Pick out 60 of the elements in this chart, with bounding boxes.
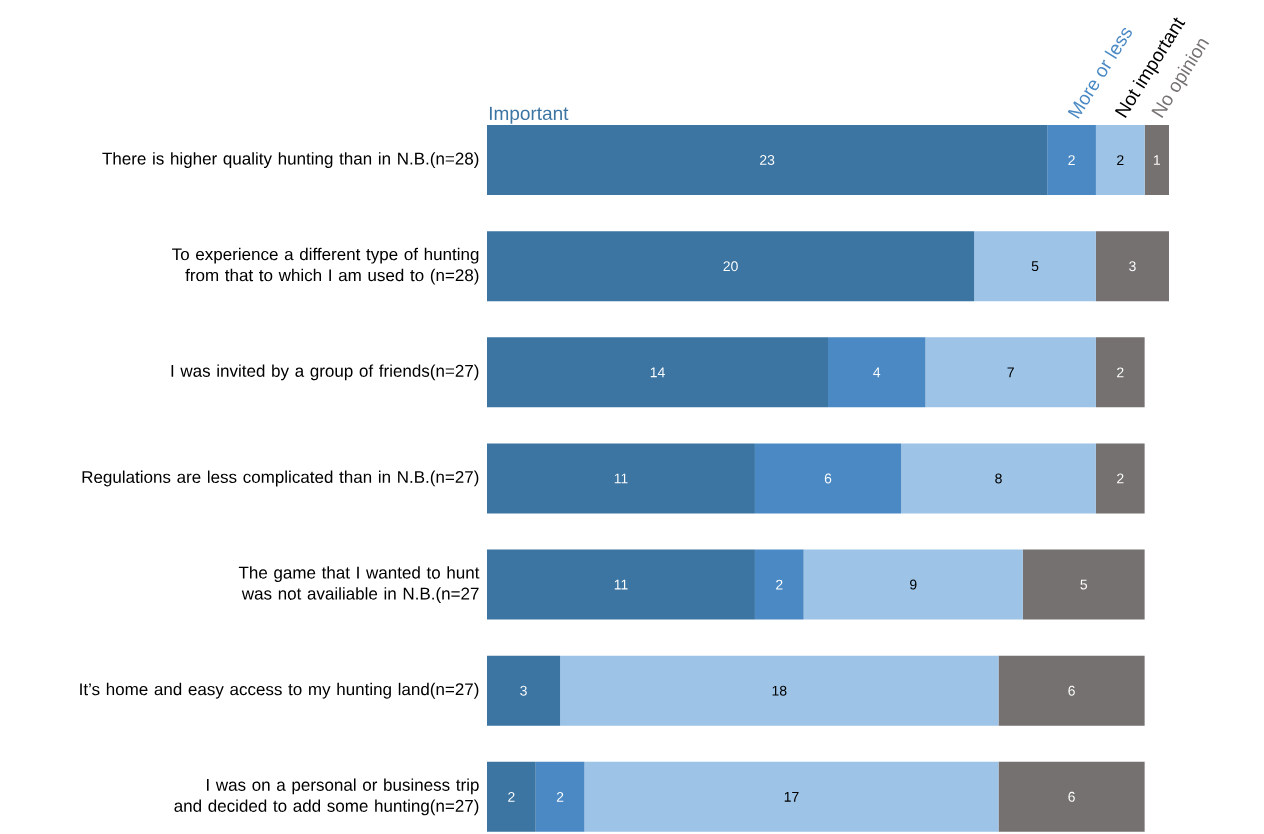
bar <box>487 231 975 302</box>
bar <box>560 655 999 726</box>
data-label: 2 <box>508 791 515 802</box>
data-label: 2 <box>1117 155 1124 165</box>
bar <box>974 231 1096 302</box>
bar <box>998 655 1145 726</box>
data-label: 6 <box>1068 791 1075 802</box>
data-label: 5 <box>1031 261 1039 272</box>
bar <box>754 443 902 514</box>
data-label: 14 <box>650 367 665 378</box>
data-label: 3 <box>1129 261 1136 272</box>
data-label: 2 <box>1117 367 1124 378</box>
bar <box>1095 231 1169 302</box>
data-label: 2 <box>1117 473 1124 484</box>
data-label: 6 <box>1068 685 1075 696</box>
bar <box>487 549 755 620</box>
bar <box>487 337 828 408</box>
y-tick-label: The game that I wanted to hunt was not availiable in N.B.(n=27 <box>238 566 480 603</box>
data-label: 2 <box>1068 155 1075 165</box>
bar <box>1022 549 1145 620</box>
data-label: 17 <box>784 792 799 802</box>
bar <box>487 125 1048 196</box>
bar <box>754 549 804 620</box>
bar <box>901 443 1096 514</box>
bar <box>1047 125 1096 196</box>
data-label: 2 <box>556 791 564 802</box>
data-label: 7 <box>1007 367 1014 378</box>
bar <box>998 761 1145 832</box>
y-tick-label: To experience a different type of hunting from that to which I am used to (n=28) <box>172 247 479 285</box>
data-label: 11 <box>614 473 628 484</box>
y-tick-label: I was invited by a group of friends(n=27) <box>171 364 479 381</box>
data-label: 20 <box>723 261 738 272</box>
data-label: 23 <box>760 155 775 166</box>
data-label: 6 <box>824 473 832 484</box>
bar <box>487 761 536 832</box>
data-label: 9 <box>910 579 917 590</box>
data-label: 8 <box>995 473 1002 484</box>
y-tick-label: Regulations are less complicated than in N.B.(n=27) <box>82 470 479 487</box>
series-label: Important <box>489 106 569 124</box>
bar <box>1095 443 1145 514</box>
bar <box>487 655 561 726</box>
y-tick-label: I was on a personal or business trip and decided to add some hunting(n=27) <box>174 778 479 816</box>
bar <box>487 443 755 514</box>
bar <box>828 337 926 408</box>
data-label: 5 <box>1080 579 1088 590</box>
data-label: 11 <box>614 579 628 590</box>
bar <box>535 761 585 832</box>
data-label: 18 <box>772 685 787 696</box>
bar <box>1095 125 1145 196</box>
bar <box>1144 125 1169 196</box>
data-label: 4 <box>873 367 881 378</box>
bar <box>803 549 1023 620</box>
bar <box>925 337 1096 408</box>
data-label: 1 <box>1154 155 1161 165</box>
data-label: 3 <box>520 685 527 696</box>
data-label: 2 <box>776 579 783 590</box>
bar <box>584 761 999 832</box>
y-tick-label: It’s home and easy access to my hunting land(n=27) <box>80 682 479 699</box>
bar <box>1095 337 1145 408</box>
y-tick-label: There is higher quality hunting than in N.B.(n=28) <box>102 152 479 168</box>
